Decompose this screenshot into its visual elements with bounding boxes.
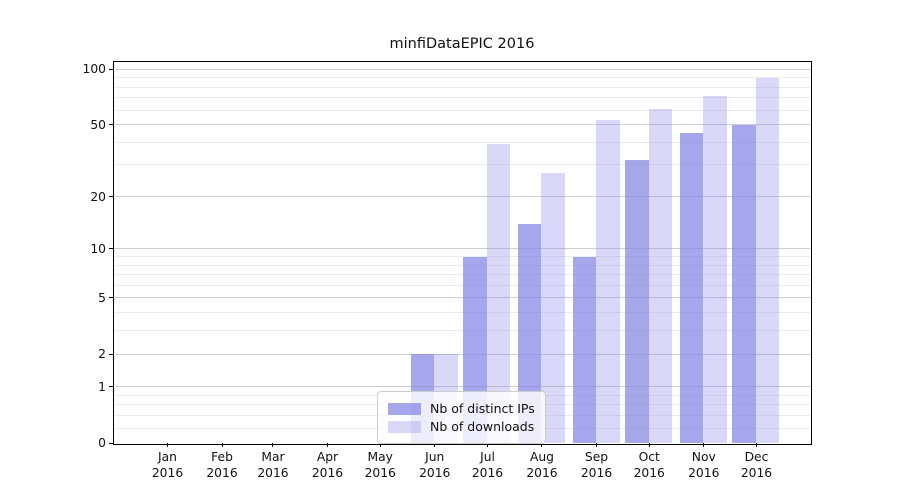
x-tickmark (541, 443, 543, 447)
gridline-major (113, 124, 811, 126)
y-tick-label: 5 (98, 290, 106, 305)
x-tickmark (703, 443, 705, 447)
x-tick-label-nov: Nov 2016 (688, 450, 720, 480)
y-tickmark (109, 442, 113, 444)
gridline-minor (113, 264, 811, 266)
gridline-minor (113, 284, 811, 286)
y-tickmark (109, 68, 113, 70)
gridline-minor (113, 86, 811, 88)
x-tickmark (326, 443, 328, 447)
y-tick-label: 2 (98, 347, 106, 362)
x-tick-label-mar: Mar 2016 (257, 450, 289, 480)
y-tickmark (109, 124, 113, 126)
gridline-major (113, 297, 811, 299)
x-tickmark (272, 443, 274, 447)
bar-distinct-ips-oct (625, 159, 649, 443)
x-tick-label-aug: Aug 2016 (526, 450, 558, 480)
x-tick-label-oct: Oct 2016 (633, 450, 665, 480)
x-tickmark (596, 443, 597, 447)
gridline-minor (113, 256, 811, 258)
gridline-minor (113, 274, 811, 276)
y-tickmark (109, 386, 113, 388)
bar-downloads-dec (755, 77, 780, 443)
legend-label-downloads: Nb of downloads (430, 419, 535, 434)
x-tickmark (379, 443, 381, 447)
x-tickmark (486, 443, 488, 447)
gridline-major (113, 196, 811, 198)
x-tick-label-jun: Jun 2016 (419, 450, 451, 480)
gridline-minor (113, 77, 811, 79)
bar-downloads-aug (541, 173, 565, 443)
x-tick-label-sep: Sep 2016 (580, 450, 613, 480)
x-tick-label-jan: Jan 2016 (151, 450, 184, 480)
bar-distinct-ips-dec (732, 124, 756, 443)
y-tick-label: 1 (98, 379, 106, 394)
y-tickmark (109, 196, 113, 198)
x-tickmark (434, 443, 436, 447)
x-tick-label-apr: Apr 2016 (311, 450, 344, 480)
gridline-minor (113, 141, 811, 143)
x-tickmark (167, 443, 168, 447)
gridline-major (113, 248, 811, 250)
gridline-major (113, 386, 811, 388)
gridline-minor (113, 109, 811, 111)
x-tickmark (221, 443, 223, 447)
legend-item-downloads: Nb of downloads (388, 418, 535, 435)
chart-title: minfiDataEPIC 2016 (389, 36, 535, 52)
x-tick-label-may: May 2016 (364, 450, 396, 480)
bar-downloads-jul (486, 144, 511, 443)
bar-downloads-oct (648, 108, 673, 443)
gridline-minor (113, 164, 811, 166)
bar-distinct-ips-sep (572, 256, 596, 443)
gridline-minor (113, 312, 811, 314)
y-tick-label: 100 (82, 62, 106, 77)
y-tick-label: 0 (98, 436, 106, 450)
gridline-minor (113, 97, 811, 99)
x-tick-label-dec: Dec 2016 (740, 450, 773, 480)
gridline-major (113, 68, 811, 70)
bar-downloads-nov (703, 95, 727, 443)
gridline-major (113, 353, 811, 355)
bar-downloads-sep (596, 120, 620, 443)
x-tick-label-jul: Jul 2016 (471, 450, 504, 480)
x-tickmark (755, 443, 757, 447)
legend-swatch-downloads (388, 420, 421, 433)
y-tick-label: 50 (90, 117, 106, 132)
y-tick-label: 20 (90, 189, 106, 204)
x-tick-label-feb: Feb 2016 (206, 450, 238, 480)
y-tickmark (109, 297, 113, 299)
y-tickmark (109, 248, 113, 250)
bar-distinct-ips-nov (679, 133, 704, 443)
x-tickmark (648, 443, 650, 447)
legend-swatch-distinct-ips (388, 402, 421, 415)
gridline-minor (113, 330, 811, 332)
legend-label-distinct-ips: Nb of distinct IPs (430, 401, 535, 416)
y-tick-label: 10 (90, 241, 106, 256)
legend: Nb of distinct IPs Nb of downloads (377, 391, 546, 444)
bar-distinct-ips-aug (517, 223, 542, 443)
legend-item-distinct-ips: Nb of distinct IPs (388, 400, 535, 417)
y-tickmark (109, 353, 113, 355)
